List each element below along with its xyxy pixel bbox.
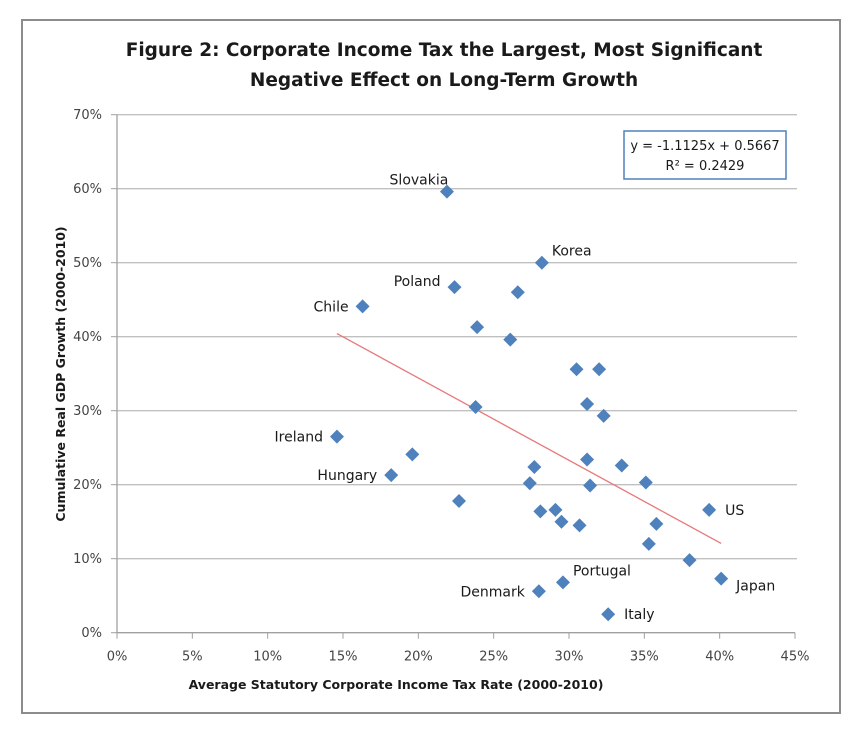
trendline-r-squared: R² = 0.2429 <box>666 159 745 174</box>
data-point <box>702 502 717 517</box>
data-point <box>527 459 542 474</box>
point-label: US <box>725 503 744 519</box>
y-tick-label: 20% <box>73 478 102 493</box>
x-tick-label: 45% <box>781 650 810 665</box>
data-point <box>405 447 420 462</box>
chart-title-line-1: Figure 2: Corporate Income Tax the Large… <box>126 40 763 61</box>
x-tick-label: 40% <box>705 650 734 665</box>
data-point <box>510 285 525 300</box>
equation-box-border <box>623 130 787 180</box>
data-point <box>554 514 569 529</box>
data-point <box>503 332 518 347</box>
data-point <box>452 493 467 508</box>
point-label: Denmark <box>461 584 526 600</box>
trendline <box>336 332 722 545</box>
y-tick-labels: 0% 10% 20% 30% 40% 50% 60% 70% <box>73 108 102 641</box>
data-point <box>329 429 344 444</box>
x-tick-label: 15% <box>329 650 358 665</box>
x-tick-label: 35% <box>630 650 659 665</box>
data-point <box>468 400 483 414</box>
data-point <box>572 518 587 533</box>
x-tick-label: 10% <box>253 650 282 665</box>
y-tick-label: 70% <box>73 108 102 123</box>
data-point <box>592 362 607 377</box>
data-point <box>439 184 454 199</box>
data-point <box>649 516 664 531</box>
data-point <box>384 468 399 483</box>
point-label: Ireland <box>275 430 323 446</box>
data-point <box>548 502 563 517</box>
data-point <box>555 575 570 590</box>
data-point <box>601 607 616 622</box>
y-tick-label: 50% <box>73 256 102 271</box>
data-point <box>355 299 370 314</box>
y-tick-label: 10% <box>73 552 102 567</box>
point-label: Poland <box>394 274 441 290</box>
x-tick-label: 25% <box>479 650 508 665</box>
x-tick-label: 0% <box>107 650 128 665</box>
data-point <box>641 536 656 551</box>
data-point <box>714 571 729 586</box>
point-label: Slovakia <box>390 173 449 189</box>
point-label: Hungary <box>317 468 377 484</box>
chart-title: Figure 2: Corporate Income Tax the Large… <box>126 40 763 91</box>
data-point <box>682 553 697 568</box>
data-point <box>638 475 653 490</box>
data-point <box>583 478 598 493</box>
point-label: Japan <box>735 579 775 595</box>
y-axis-title: Cumulative Real GDP Growth (2000-2010) <box>53 226 68 521</box>
trendline-line <box>336 332 722 545</box>
chart-title-line-2: Negative Effect on Long-Term Growth <box>250 70 638 91</box>
gridlines <box>117 114 797 560</box>
x-tick-label: 20% <box>404 650 433 665</box>
x-tick-labels: 0% 5% 10% 15% 20% 25% 30% 35% 40% 45% <box>107 650 810 665</box>
point-label: Chile <box>314 299 349 315</box>
point-label: Portugal <box>573 563 631 579</box>
data-point <box>533 504 548 519</box>
point-label: Italy <box>624 607 654 623</box>
y-tick-label: 30% <box>73 404 102 419</box>
trendline-equation-box: y = -1.1125x + 0.5667 R² = 0.2429 <box>623 130 787 180</box>
y-tick-label: 60% <box>73 182 102 197</box>
y-tick-label: 0% <box>81 626 102 641</box>
axes <box>111 114 796 639</box>
data-point <box>580 452 595 467</box>
data-point <box>447 280 462 295</box>
data-point <box>531 584 546 599</box>
data-point <box>614 458 629 473</box>
data-points <box>329 184 729 622</box>
point-labels: Slovakia Korea Poland Chile Ireland Hungary US… <box>275 173 776 624</box>
trendline-equation: y = -1.1125x + 0.5667 <box>630 139 779 154</box>
data-point <box>470 320 485 335</box>
x-tick-label: 5% <box>182 650 203 665</box>
data-point <box>569 362 584 377</box>
x-tick-label: 30% <box>555 650 584 665</box>
point-label: Korea <box>552 244 592 260</box>
x-axis-title: Average Statutory Corporate Income Tax R… <box>189 677 604 692</box>
data-point <box>596 408 611 423</box>
y-tick-label: 40% <box>73 330 102 345</box>
data-point <box>580 397 595 412</box>
data-point <box>534 255 549 270</box>
data-point <box>522 476 537 491</box>
